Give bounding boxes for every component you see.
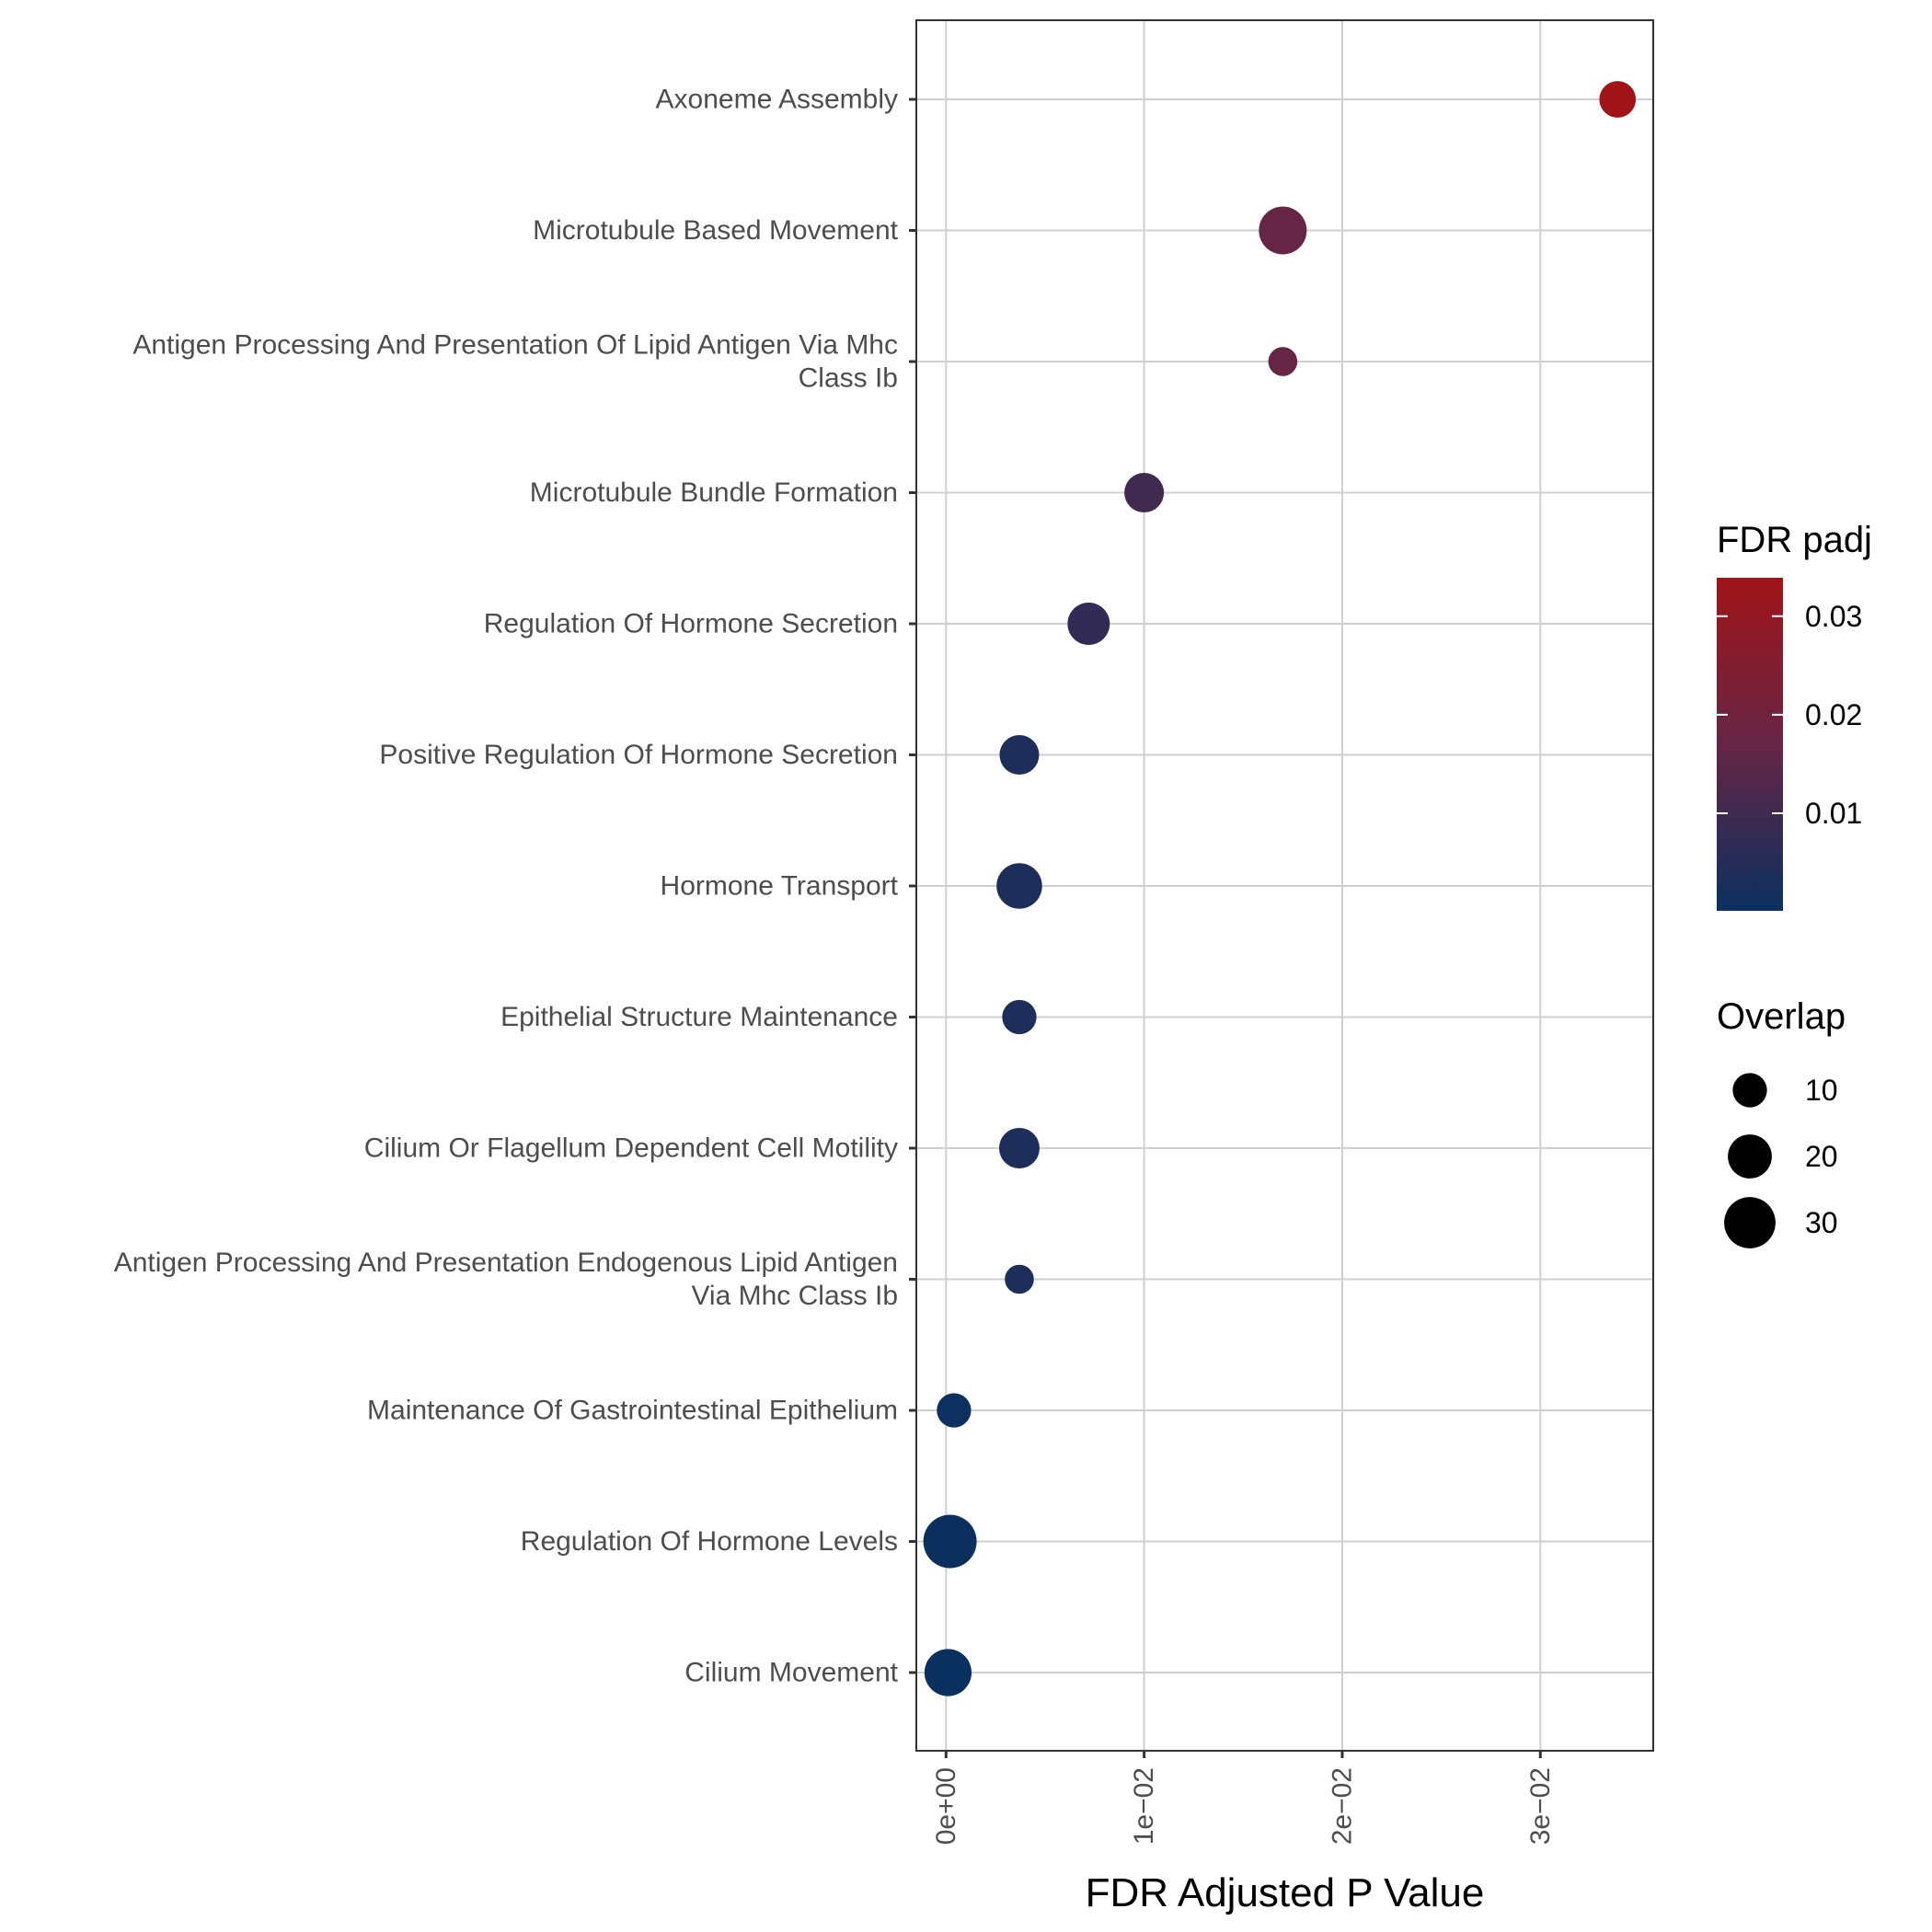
y-tick-label: Hormone Transport: [661, 871, 899, 902]
y-tick-label: Antigen Processing And Presentation Endo…: [114, 1248, 898, 1278]
y-tick-label: Antigen Processing And Presentation Of L…: [132, 330, 898, 361]
color-bar: [1717, 578, 1783, 911]
x-tick-label: 3e−02: [1525, 1767, 1556, 1845]
x-axis-title: FDR Adjusted P Value: [1086, 1870, 1485, 1915]
data-point: [1067, 603, 1110, 645]
data-point: [999, 735, 1040, 775]
grid-lines: [916, 20, 1653, 1751]
data-point: [1005, 1264, 1034, 1294]
data-point: [1268, 347, 1298, 376]
y-tick-label: Microtubule Based Movement: [533, 215, 899, 246]
data-point: [1002, 999, 1037, 1035]
y-axis: Axoneme Assembly Microtubule Based Moveme…: [114, 85, 916, 1688]
size-legend-label: 10: [1805, 1074, 1838, 1107]
color-legend-label: 0.01: [1805, 797, 1862, 830]
color-legend-label: 0.02: [1805, 698, 1862, 731]
size-legend-key: [1728, 1134, 1772, 1179]
color-legend-label: 0.03: [1805, 600, 1862, 633]
color-legend: FDR padj 0.01 0.02 0.03: [1717, 520, 1872, 911]
data-points: [923, 81, 1637, 1696]
data-point: [937, 1393, 972, 1428]
y-tick-label: Regulation Of Hormone Secretion: [484, 609, 898, 639]
data-point: [923, 1514, 977, 1569]
size-legend: Overlap 10 20 30: [1717, 996, 1846, 1248]
y-tick-label: Positive Regulation Of Hormone Secretion: [379, 740, 898, 770]
x-axis: 0e+00 1e−02 2e−02 3e−02: [931, 1751, 1556, 1845]
y-tick-label: Epithelial Structure Maintenance: [500, 1002, 898, 1032]
x-tick-label: 1e−02: [1129, 1767, 1159, 1845]
y-tick-label: Regulation Of Hormone Levels: [521, 1526, 898, 1557]
data-point: [1259, 206, 1307, 255]
y-tick-label: Microtubule Bundle Formation: [530, 477, 898, 508]
y-tick-label: Cilium Or Flagellum Dependent Cell Motil…: [364, 1133, 898, 1164]
y-tick-label: Via Mhc Class Ib: [691, 1281, 898, 1311]
data-point: [998, 1128, 1040, 1168]
size-legend-label: 30: [1805, 1206, 1838, 1239]
size-legend-key: [1724, 1197, 1776, 1248]
color-legend-title: FDR padj: [1717, 520, 1872, 560]
x-tick-label: 2e−02: [1327, 1767, 1357, 1845]
data-point: [1599, 81, 1637, 118]
x-tick-label: 0e+00: [931, 1767, 961, 1845]
size-legend-label: 20: [1805, 1140, 1838, 1173]
y-tick-label: Class Ib: [799, 363, 898, 394]
data-point: [924, 1649, 972, 1696]
size-legend-title: Overlap: [1717, 996, 1846, 1037]
data-point: [996, 863, 1042, 909]
y-tick-label: Cilium Movement: [684, 1658, 898, 1688]
y-tick-label: Maintenance Of Gastrointestinal Epitheli…: [367, 1396, 898, 1426]
size-legend-key: [1732, 1073, 1767, 1108]
data-point: [1124, 473, 1165, 512]
y-tick-label: Axoneme Assembly: [656, 85, 898, 115]
